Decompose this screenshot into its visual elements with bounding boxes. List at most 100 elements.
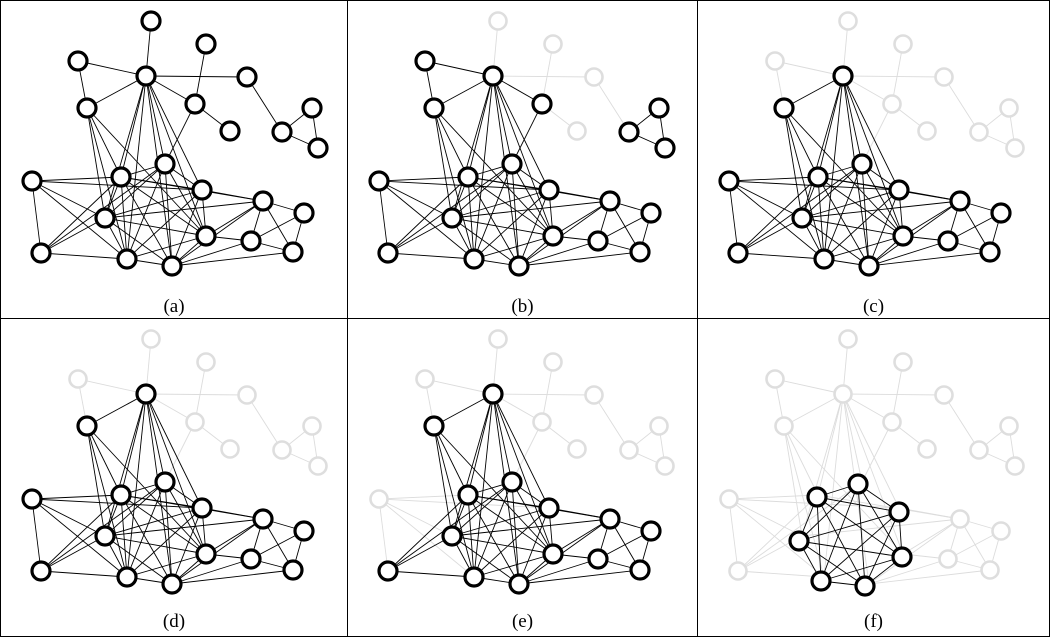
edge-n4-n6 <box>433 75 494 109</box>
node-n10 <box>619 440 639 460</box>
node-n13 <box>21 170 43 192</box>
edge-n4-n17 <box>104 393 147 537</box>
node-n13 <box>369 489 389 509</box>
edge-n13-n14 <box>31 494 122 500</box>
node-n16 <box>599 508 621 530</box>
node-n21 <box>377 242 399 264</box>
node-n22 <box>810 570 832 592</box>
edge-n13-n17 <box>378 498 453 537</box>
node-n7 <box>882 412 902 432</box>
edge-n16-n23 <box>171 518 264 585</box>
edge-n16-n23 <box>868 518 961 585</box>
node-n12 <box>501 471 523 493</box>
edge-n21-n22 <box>40 252 128 260</box>
edge-n12-n19 <box>164 481 207 555</box>
edge-n4-n17 <box>801 75 844 219</box>
edge-n4-n15 <box>145 75 203 191</box>
edge-n5-n10 <box>246 394 283 451</box>
edge-n12-n22 <box>473 481 513 578</box>
node-n23 <box>508 255 530 277</box>
node-n5 <box>934 385 954 405</box>
edge-n16-n19 <box>902 518 961 555</box>
edge-n21-n22 <box>387 570 475 578</box>
node-n12 <box>154 153 176 175</box>
node-n19 <box>891 546 913 568</box>
node-n10 <box>271 121 293 143</box>
panel-d: (d) <box>1 319 348 636</box>
node-n20 <box>937 230 959 252</box>
edge-n14-n23 <box>120 176 173 267</box>
edge-n4-n22 <box>126 75 147 260</box>
edge-n16-n19 <box>205 200 264 237</box>
edge-n13-n21 <box>31 498 42 572</box>
node-n8 <box>649 416 669 436</box>
edge-n17-n16 <box>104 200 264 219</box>
edge-n4-n17 <box>451 393 494 537</box>
node-n16 <box>252 190 274 212</box>
edge-n12-n17 <box>798 483 859 542</box>
node-n5 <box>934 67 954 87</box>
node-n18 <box>640 520 662 542</box>
node-n5 <box>584 385 604 405</box>
edge-n16-n23 <box>868 200 961 267</box>
node-n11 <box>308 456 328 476</box>
node-n1 <box>838 11 858 31</box>
edge-n19-n22 <box>473 235 554 260</box>
edge-n4-n19 <box>492 393 554 555</box>
edge-n16-n23 <box>518 200 611 267</box>
edge-n13-n22 <box>31 498 128 578</box>
edge-n7-n12 <box>511 421 543 483</box>
edge-n14-n19 <box>467 494 554 555</box>
edge-n4-n22 <box>473 393 494 578</box>
node-n24 <box>979 241 1001 263</box>
edge-n4-n17 <box>104 75 147 219</box>
edge-n16-n19 <box>902 200 961 237</box>
edge-n7-n12 <box>861 421 893 483</box>
edge-n13-n14 <box>728 494 819 500</box>
caption-b: (b) <box>511 296 534 317</box>
node-n14 <box>457 484 479 506</box>
graph-f <box>719 329 1025 597</box>
edge-n4-n14 <box>467 393 494 496</box>
edge-n13-n17 <box>31 180 106 219</box>
edge-n12-n22 <box>823 163 863 260</box>
node-n8 <box>648 97 670 119</box>
edge-n4-n6 <box>783 75 844 109</box>
edge-n6-n19 <box>783 425 904 555</box>
node-n19 <box>195 225 217 247</box>
panel-f: (f) <box>698 319 1049 636</box>
edge-n21-n14 <box>40 494 122 572</box>
edge-n4-n6 <box>86 75 147 109</box>
node-n18 <box>991 521 1011 541</box>
edge-n12-n19 <box>511 481 554 555</box>
node-n9 <box>567 121 587 141</box>
caption-f: (f) <box>864 611 883 632</box>
edge-n5-n10 <box>943 394 980 451</box>
edge-n15-n17 <box>104 507 203 537</box>
edge-n20-n23 <box>518 558 599 585</box>
edge-n6-n14 <box>433 107 469 178</box>
edge-n6-n17 <box>783 425 803 537</box>
node-n1 <box>140 10 162 32</box>
edge-n5-n10 <box>246 76 283 133</box>
edge-n14-n23 <box>467 176 520 267</box>
edge-n2-n7 <box>194 361 207 423</box>
edge-n6-n17 <box>433 107 453 219</box>
edge-n6-n17 <box>433 425 453 537</box>
node-n13 <box>719 489 739 509</box>
node-n11 <box>1005 456 1025 476</box>
node-n24 <box>629 559 651 581</box>
edge-n6-n22 <box>86 107 128 260</box>
node-n24 <box>629 241 651 263</box>
node-n21 <box>728 561 748 581</box>
edge-n14-n22 <box>467 176 475 260</box>
panel-c: (c) <box>698 1 1049 319</box>
edge-n21-n17 <box>387 535 453 572</box>
node-n24 <box>282 241 304 263</box>
node-n6 <box>76 97 98 119</box>
edge-n14-n23 <box>816 496 866 587</box>
edge-n14-n22 <box>816 496 822 582</box>
edge-n13-n17 <box>728 498 803 537</box>
edge-n4-n15 <box>492 393 550 509</box>
edge-n13-n21 <box>728 180 739 254</box>
